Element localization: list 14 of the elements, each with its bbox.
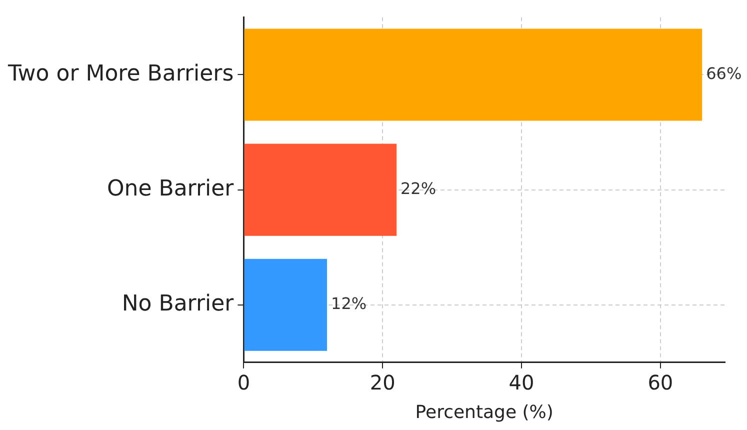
y-tick-label: One Barrier [106, 176, 235, 202]
y-tick-label: Two or More Barriers [6, 61, 234, 86]
x-tick-label: 0 [237, 370, 250, 395]
bar [244, 144, 396, 236]
y-tick-label: No Barrier [122, 292, 235, 317]
x-axis-title: Percentage (%) [415, 402, 554, 423]
data-label: 12% [331, 294, 367, 314]
bar [244, 28, 702, 121]
x-tick-label: 60 [648, 370, 674, 395]
x-tick-label: 20 [370, 370, 396, 395]
data-label: 66% [706, 64, 742, 83]
x-tick-label: 40 [508, 370, 534, 395]
bar [244, 258, 328, 351]
data-label: 22% [400, 178, 436, 198]
